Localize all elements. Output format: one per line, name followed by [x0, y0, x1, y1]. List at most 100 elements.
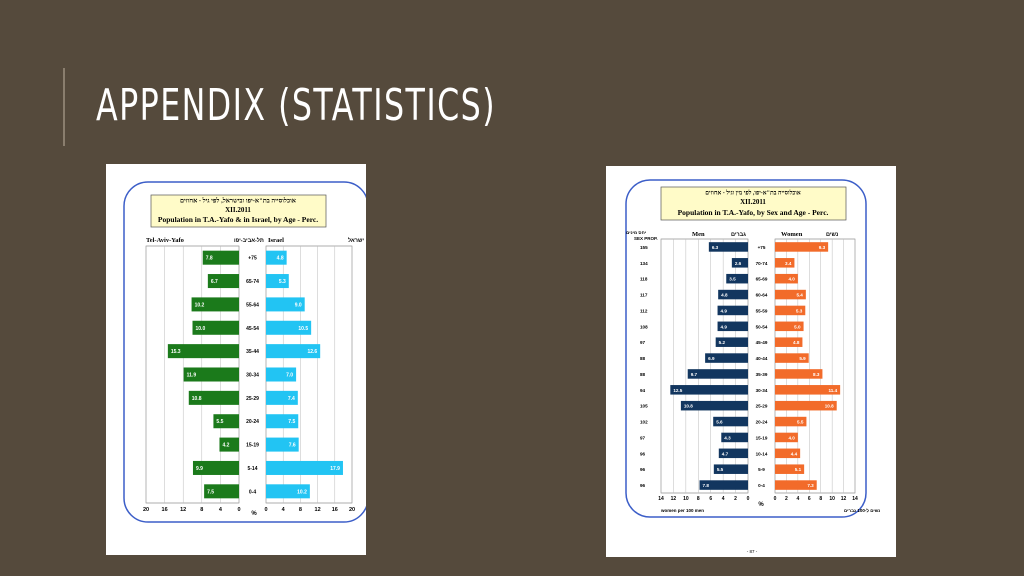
category-label: 30-34 [246, 373, 259, 379]
category-label: 5-14 [247, 466, 257, 472]
data-label: 5.3 [796, 308, 803, 313]
x-tick-label: 0 [237, 507, 240, 513]
bar-women [775, 337, 803, 347]
x-tick-label: 4 [796, 496, 799, 502]
x-tick-label: 12 [841, 496, 847, 502]
men-series-label-hebrew: גברים [731, 232, 746, 238]
chart-frame [123, 181, 366, 523]
data-label: 10.8 [825, 404, 834, 409]
x-tick-label: 14 [658, 496, 664, 502]
right-series-label-hebrew: ישראל [348, 237, 364, 244]
data-label: 4.4 [791, 451, 798, 456]
bar-israel [266, 390, 298, 405]
data-label: 4.8 [793, 340, 800, 345]
chart-title: Population in T.A.-Yafo & in Israel, by … [158, 215, 318, 224]
data-label: 4.2 [222, 443, 229, 449]
bar-men [699, 480, 748, 490]
data-label: 4.7 [722, 451, 729, 456]
category-label: 60-64 [756, 293, 768, 298]
x-tick-label: 0 [264, 507, 267, 513]
data-label: 10.8 [684, 404, 693, 409]
bar-women [775, 448, 801, 459]
sex-age-chart: אוכלוסייה בת"א-יפו, לפי מין וגיל - אחוזי… [625, 179, 880, 554]
chart-title-date: XII.2011 [225, 206, 251, 214]
data-label: 5.1 [795, 467, 802, 472]
data-label: 4.3 [724, 435, 731, 440]
data-label: 7.3 [807, 483, 814, 488]
data-label: 5.2 [719, 340, 726, 345]
bar-israel [266, 274, 289, 289]
category-label: 5-9 [758, 467, 765, 472]
bar-israel [266, 484, 310, 499]
chart-frame [625, 179, 867, 518]
sex-prop-value: 96 [640, 467, 646, 472]
x-tick-label: 6 [709, 496, 712, 502]
sex-prop-value: 108 [640, 324, 648, 329]
x-tick-label: 20 [143, 507, 149, 513]
category-label: 10-14 [756, 451, 768, 456]
data-label: 5.6 [716, 420, 723, 425]
sex-prop-value: 97 [640, 435, 646, 440]
data-label: 4.9 [721, 308, 728, 313]
age-comparison-chart: אוכלוסייה בת"א-יפו ובישראל, לפי גיל - אח… [123, 181, 366, 523]
data-label: 17.9 [330, 466, 340, 472]
chart-header-box [150, 194, 327, 228]
x-tick-label: 12 [180, 507, 186, 513]
bar-women [775, 242, 829, 252]
bar-men [726, 273, 748, 284]
data-label: 4.0 [788, 435, 795, 440]
category-label: 65-74 [246, 279, 259, 285]
category-label: 15-19 [756, 435, 768, 440]
x-tick-label: 10 [829, 496, 835, 502]
category-label: 45-49 [756, 340, 768, 345]
chart-title-hebrew: אוכלוסייה בת"א-יפו, לפי מין וגיל - אחוזי… [705, 190, 801, 197]
data-label: 4.0 [788, 277, 795, 282]
data-label: 9.7 [691, 372, 698, 377]
data-label: 7.5 [207, 489, 214, 495]
data-label: 7.5 [288, 419, 295, 425]
bar-women [775, 353, 809, 363]
sex-prop-value: 94 [640, 388, 646, 393]
bar-men [680, 400, 748, 411]
bar-tel-aviv-yafo [183, 367, 239, 382]
sex-prop-value: 105 [640, 404, 648, 409]
x-tick-label: 12 [671, 496, 677, 502]
bar-men [708, 242, 748, 252]
bar-men [715, 337, 748, 347]
data-label: 10.2 [195, 302, 205, 308]
title-accent-line [63, 68, 65, 146]
x-tick-label: 2 [785, 496, 788, 502]
x-tick-label: 6 [808, 496, 811, 502]
bar-israel [266, 344, 321, 359]
bar-tel-aviv-yafo [191, 297, 239, 312]
footer-right-label: נשים ל-100 גברים [844, 508, 880, 513]
left-series-label-hebrew: תל-אביב-יפו [234, 237, 264, 244]
data-label: 4.9 [721, 324, 728, 329]
bar-women [775, 385, 841, 395]
bar-tel-aviv-yafo [192, 460, 239, 475]
bar-women [775, 400, 837, 411]
data-label: 12.5 [673, 388, 682, 393]
bar-women [775, 321, 804, 332]
right-series-label: Israel [268, 237, 284, 244]
x-tick-label: 14 [852, 496, 858, 502]
data-label: 10.0 [196, 326, 206, 332]
unit-label: % [251, 511, 257, 517]
women-series-label: Women [781, 231, 803, 238]
chart-title-hebrew: אוכלוסייה בת"א-יפו ובישראל, לפי גיל - אח… [180, 197, 296, 205]
data-label: 11.4 [828, 388, 837, 393]
bar-men [687, 369, 748, 379]
bar-women [775, 305, 806, 316]
bar-men [713, 464, 748, 474]
category-label: 50-54 [756, 324, 768, 329]
unit-label: % [758, 502, 764, 508]
x-tick-label: 8 [819, 496, 822, 502]
data-label: 5.5 [797, 420, 804, 425]
data-label: 6.3 [712, 245, 719, 250]
category-label: 55-59 [756, 308, 768, 313]
bar-women [775, 369, 823, 379]
category-label: 0-4 [758, 483, 765, 488]
data-label: 2.6 [735, 261, 742, 266]
bar-women [775, 432, 798, 443]
chart-title-date: XII.2011 [740, 198, 766, 206]
